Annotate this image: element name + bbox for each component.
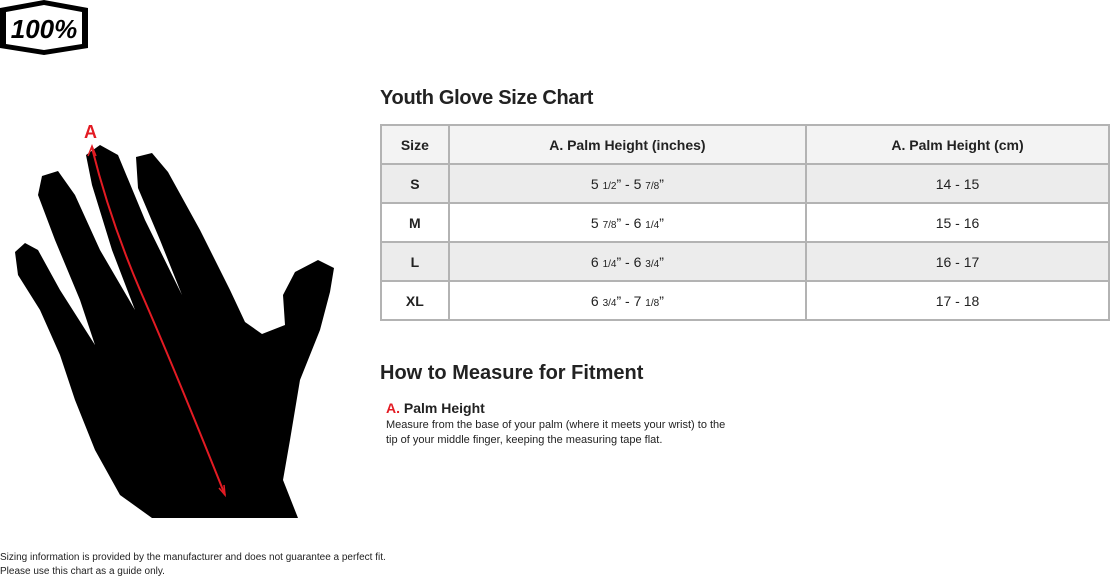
disclaimer: Sizing information is provided by the ma… <box>0 552 386 577</box>
table-row: M 5 7/8” - 6 1/4” 15 - 16 <box>380 202 1110 243</box>
size-table: Size A. Palm Height (inches) A. Palm Hei… <box>380 124 1110 321</box>
header-inches: A. Palm Height (inches) <box>447 124 808 165</box>
table-row: L 6 1/4” - 6 3/4” 16 - 17 <box>380 241 1110 282</box>
svg-text:100%: 100% <box>11 14 78 44</box>
size-cell: XL <box>380 280 450 321</box>
inches-cell: 5 1/2” - 5 7/8” <box>447 163 808 204</box>
cm-cell: 15 - 16 <box>805 202 1110 243</box>
cm-cell: 16 - 17 <box>805 241 1110 282</box>
header-size: Size <box>380 124 450 165</box>
cm-cell: 17 - 18 <box>805 280 1110 321</box>
header-cm: A. Palm Height (cm) <box>805 124 1110 165</box>
table-row: XL 6 3/4” - 7 1/8” 17 - 18 <box>380 280 1110 321</box>
size-cell: L <box>380 241 450 282</box>
size-cell: M <box>380 202 450 243</box>
inches-cell: 6 3/4” - 7 1/8” <box>447 280 808 321</box>
inches-cell: 5 7/8” - 6 1/4” <box>447 202 808 243</box>
table-header-row: Size A. Palm Height (inches) A. Palm Hei… <box>380 124 1110 165</box>
inches-cell: 6 1/4” - 6 3/4” <box>447 241 808 282</box>
marker-a: A <box>84 122 97 142</box>
brand-logo: 100% <box>0 0 88 55</box>
size-chart-title: Youth Glove Size Chart <box>380 87 594 109</box>
hand-silhouette <box>15 145 334 518</box>
measure-label: A. Palm Height <box>386 400 485 416</box>
measure-description: Measure from the base of your palm (wher… <box>386 419 726 446</box>
cm-cell: 14 - 15 <box>805 163 1110 204</box>
measure-line <box>91 147 226 496</box>
table-row: S 5 1/2” - 5 7/8” 14 - 15 <box>380 163 1110 204</box>
hand-measurement-diagram: A <box>15 122 334 518</box>
size-cell: S <box>380 163 450 204</box>
measure-title: How to Measure for Fitment <box>380 362 644 384</box>
